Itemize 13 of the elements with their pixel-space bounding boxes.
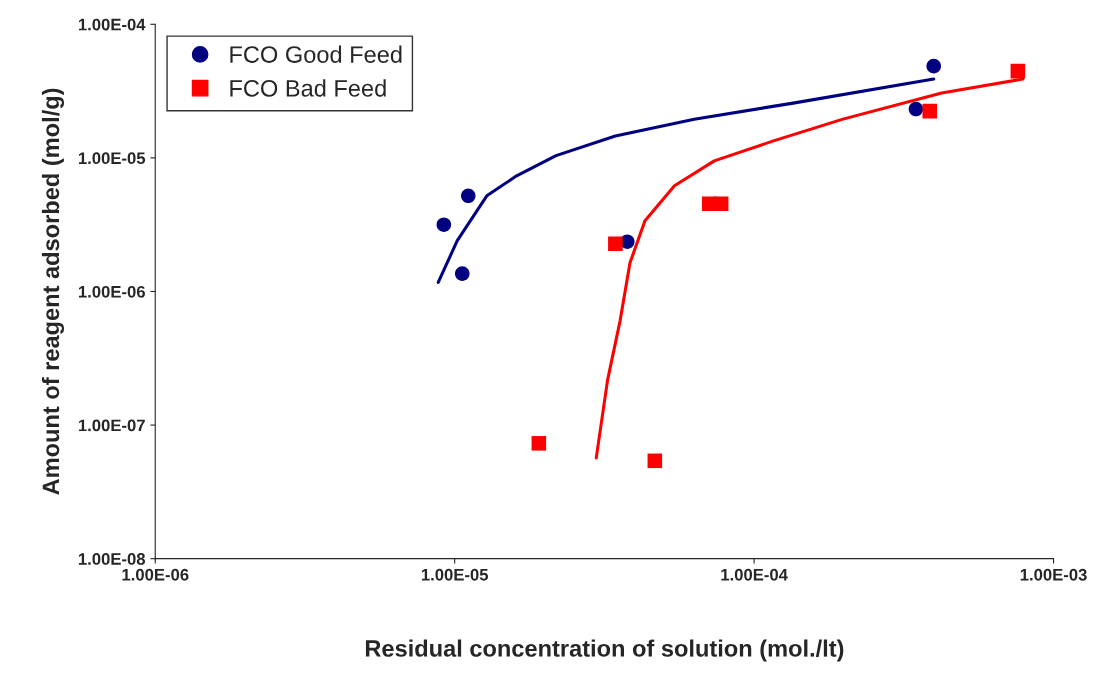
x-tick-label: 1.00E-06 <box>122 568 189 581</box>
x-tick-label: 1.00E-04 <box>721 568 788 581</box>
x-tick-label: 1.00E-03 <box>1020 568 1087 581</box>
y-tick-label: 1.00E-06 <box>78 285 145 298</box>
y-tick-label: 1.00E-08 <box>78 553 146 565</box>
y-tick-label: 1.00E-05 <box>78 152 146 165</box>
legend-label: FCO Good Feed <box>230 45 402 63</box>
y-tick-label: 1.00E-04 <box>78 18 146 31</box>
x-tick-label: 1.00E-05 <box>421 568 489 581</box>
y-axis-title: Amount of reagent adsorbed (mol/g) <box>41 88 65 495</box>
legend-label: FCO Bad Feed <box>230 79 386 97</box>
x-axis-title: Residual concentration of solution (mol./lt) <box>365 639 844 662</box>
y-tick-label: 1.00E-07 <box>78 419 145 432</box>
